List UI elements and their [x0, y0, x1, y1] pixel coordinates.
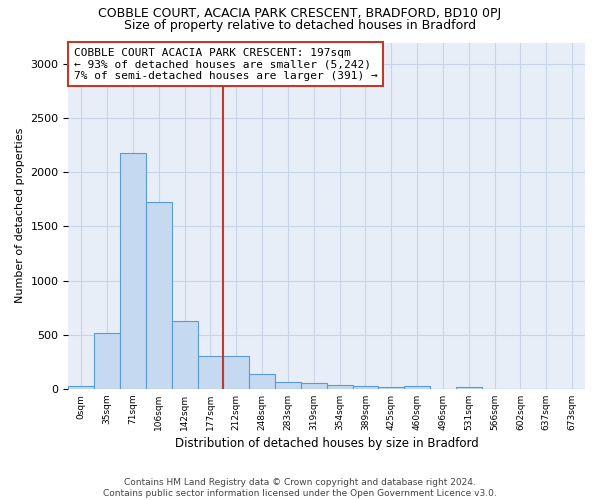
Bar — [172, 320, 197, 389]
Bar — [404, 386, 430, 389]
Bar — [197, 356, 223, 389]
Bar — [94, 332, 120, 389]
Text: COBBLE COURT, ACACIA PARK CRESCENT, BRADFORD, BD10 0PJ: COBBLE COURT, ACACIA PARK CRESCENT, BRAD… — [98, 8, 502, 20]
X-axis label: Distribution of detached houses by size in Bradford: Distribution of detached houses by size … — [175, 437, 479, 450]
Bar — [327, 385, 353, 389]
Bar — [353, 386, 379, 389]
Bar — [456, 386, 482, 389]
Text: Size of property relative to detached houses in Bradford: Size of property relative to detached ho… — [124, 19, 476, 32]
Bar — [120, 153, 146, 389]
Bar — [68, 386, 94, 389]
Bar — [146, 202, 172, 389]
Text: COBBLE COURT ACACIA PARK CRESCENT: 197sqm
← 93% of detached houses are smaller (: COBBLE COURT ACACIA PARK CRESCENT: 197sq… — [74, 48, 377, 81]
Bar — [249, 374, 275, 389]
Bar — [301, 383, 327, 389]
Y-axis label: Number of detached properties: Number of detached properties — [15, 128, 25, 304]
Bar — [223, 356, 249, 389]
Bar — [379, 386, 404, 389]
Text: Contains HM Land Registry data © Crown copyright and database right 2024.
Contai: Contains HM Land Registry data © Crown c… — [103, 478, 497, 498]
Bar — [275, 382, 301, 389]
